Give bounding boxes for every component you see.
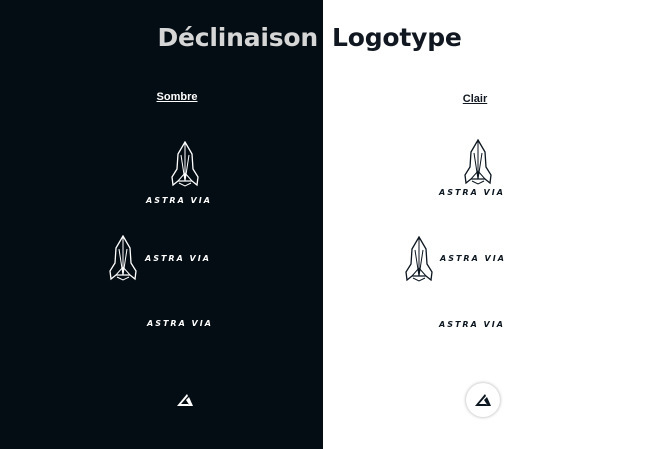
rocket-icon — [171, 141, 199, 187]
astra-via-wordmark-stacked-dark: ASTRA VIA — [146, 196, 212, 205]
astra-via-wordmark-horizontal-dark: ASTRA VIA — [145, 254, 211, 263]
a-monogram-icon — [475, 394, 491, 406]
page-title-logotype: Logotype — [332, 23, 462, 52]
dark-variant-label: Sombre — [156, 91, 198, 103]
astra-via-wordmark-only-dark: ASTRA VIA — [147, 319, 213, 328]
light-variant-panel — [323, 0, 647, 449]
astra-via-wordmark-stacked-light: ASTRA VIA — [439, 188, 505, 197]
monogram-badge — [466, 383, 500, 417]
page-title-declinaison: Déclinaison — [157, 23, 318, 52]
light-variant-label: Clair — [462, 93, 488, 105]
rocket-icon — [109, 235, 137, 281]
rocket-icon — [464, 139, 492, 185]
a-monogram-icon — [177, 394, 193, 406]
astra-via-wordmark-only-light: ASTRA VIA — [439, 320, 505, 329]
astra-via-wordmark-horizontal-light: ASTRA VIA — [440, 254, 506, 263]
dark-variant-panel — [0, 0, 323, 449]
rocket-icon — [405, 236, 433, 282]
